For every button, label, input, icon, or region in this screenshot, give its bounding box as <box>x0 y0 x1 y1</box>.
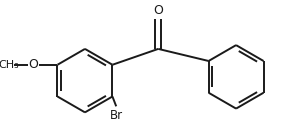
Text: Br: Br <box>110 109 123 122</box>
Text: O: O <box>153 4 163 17</box>
Text: O: O <box>28 58 38 71</box>
Text: CH₃: CH₃ <box>0 60 20 70</box>
